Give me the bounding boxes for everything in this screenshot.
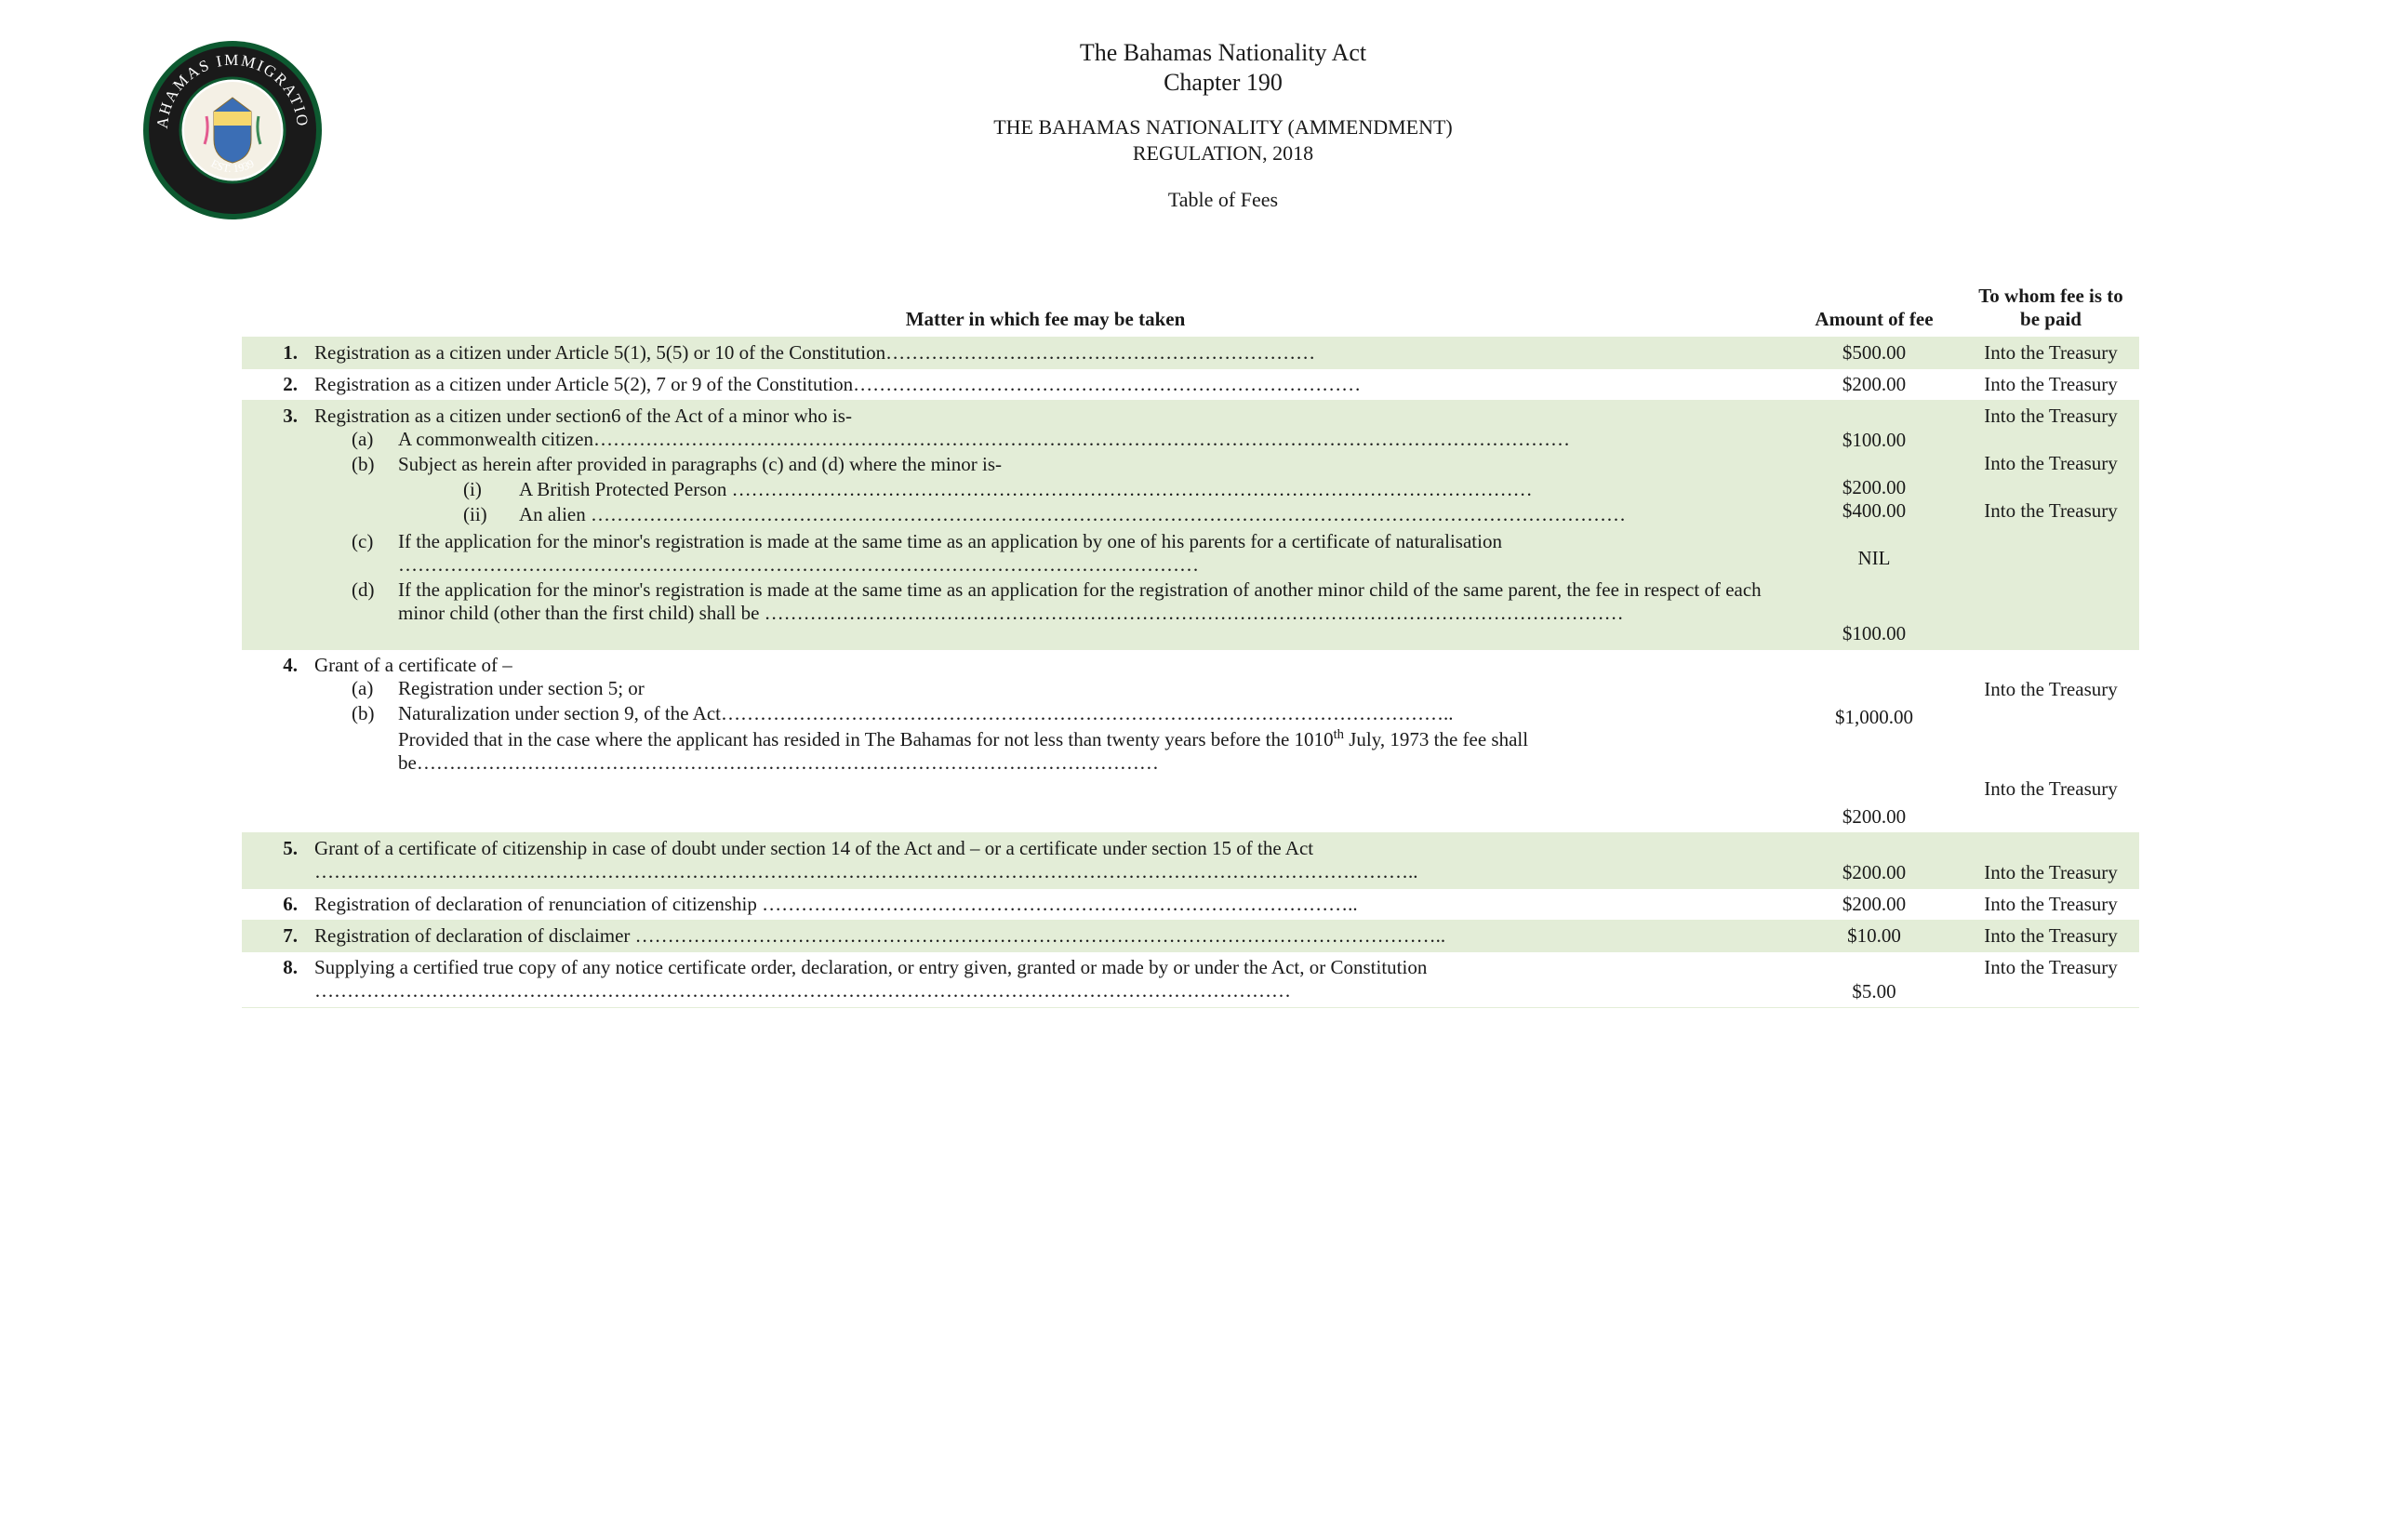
table-row: 7. Registration of declaration of discla… — [242, 921, 2139, 952]
table-row: 2. Registration as a citizen under Artic… — [242, 369, 2139, 401]
row-matter: Registration of declaration of renunciat… — [305, 889, 1786, 921]
row-matter: Registration as a citizen under Article … — [305, 369, 1786, 401]
row-whom: Into the Treasury Into the Treasury Into… — [1962, 401, 2139, 650]
table-header-row: Matter in which fee may be taken Amount … — [242, 279, 2139, 338]
title-line-2: Chapter 190 — [326, 69, 2121, 97]
row-number: 3. — [242, 401, 305, 650]
row-number: 6. — [242, 889, 305, 921]
row3-sub: (a)A commonwealth citizen………………………………………… — [314, 428, 1776, 627]
row-number: 1. — [242, 338, 305, 369]
row-amount: $10.00 — [1786, 921, 1962, 952]
row3-lead: Registration as a citizen under section6… — [314, 405, 1776, 428]
fees-table: Matter in which fee may be taken Amount … — [242, 279, 2139, 1008]
row-whom: Into the Treasury — [1962, 369, 2139, 401]
title-line-1: The Bahamas Nationality Act — [326, 39, 2121, 67]
row-amount: $100.00 $200.00 $400.00 NIL $100.00 — [1786, 401, 1962, 650]
row-matter: Registration of declaration of disclaime… — [305, 921, 1786, 952]
row-amount: $200.00 — [1786, 889, 1962, 921]
table-row: 4. Grant of a certificate of – (a)Regist… — [242, 650, 2139, 833]
row-whom: Into the Treasury — [1962, 338, 2139, 369]
row-number: 2. — [242, 369, 305, 401]
row-whom: Into the Treasury — [1962, 921, 2139, 952]
subtitle-line-2: REGULATION, 2018 — [326, 141, 2121, 166]
row-amount: $1,000.00 $200.00 — [1786, 650, 1962, 833]
row-number: 5. — [242, 833, 305, 889]
table-of-fees-label: Table of Fees — [326, 188, 2121, 212]
table-row: 6. Registration of declaration of renunc… — [242, 889, 2139, 921]
row-amount: $5.00 — [1786, 952, 1962, 1008]
row-whom: Into the Treasury — [1962, 952, 2139, 1008]
row-amount: $200.00 — [1786, 833, 1962, 889]
row-whom: Into the Treasury — [1962, 833, 2139, 889]
row-whom: Into the Treasury Into the Treasury — [1962, 650, 2139, 833]
row-matter: Supplying a certified true copy of any n… — [305, 952, 1786, 1008]
table-row: 3. Registration as a citizen under secti… — [242, 401, 2139, 650]
row-number: 4. — [242, 650, 305, 833]
table-row: 5. Grant of a certificate of citizenship… — [242, 833, 2139, 889]
row-matter: Registration as a citizen under Article … — [305, 338, 1786, 369]
col-head-amount: Amount of fee — [1786, 279, 1962, 338]
row-amount: $500.00 — [1786, 338, 1962, 369]
col-head-whom: To whom fee is to be paid — [1962, 279, 2139, 338]
page-header: BAHAMAS IMMIGRATION EST. 1939 The Bahama… — [74, 37, 2307, 223]
table-row: 8. Supplying a certified true copy of an… — [242, 952, 2139, 1008]
row-number: 7. — [242, 921, 305, 952]
document-title-block: The Bahamas Nationality Act Chapter 190 … — [326, 37, 2307, 212]
row-matter: Grant of a certificate of citizenship in… — [305, 833, 1786, 889]
row-whom: Into the Treasury — [1962, 889, 2139, 921]
table-row: 1. Registration as a citizen under Artic… — [242, 338, 2139, 369]
row-matter: Grant of a certificate of – (a)Registrat… — [305, 650, 1786, 833]
row-number: 8. — [242, 952, 305, 1008]
logo: BAHAMAS IMMIGRATION EST. 1939 — [140, 37, 326, 223]
col-head-matter: Matter in which fee may be taken — [305, 279, 1786, 338]
row-amount: $200.00 — [1786, 369, 1962, 401]
subtitle-line-1: THE BAHAMAS NATIONALITY (AMMENDMENT) — [326, 115, 2121, 139]
row-matter: Registration as a citizen under section6… — [305, 401, 1786, 650]
row4-sub: (a)Registration under section 5; or (b)N… — [314, 677, 1776, 777]
row4-lead: Grant of a certificate of – — [314, 654, 1776, 677]
